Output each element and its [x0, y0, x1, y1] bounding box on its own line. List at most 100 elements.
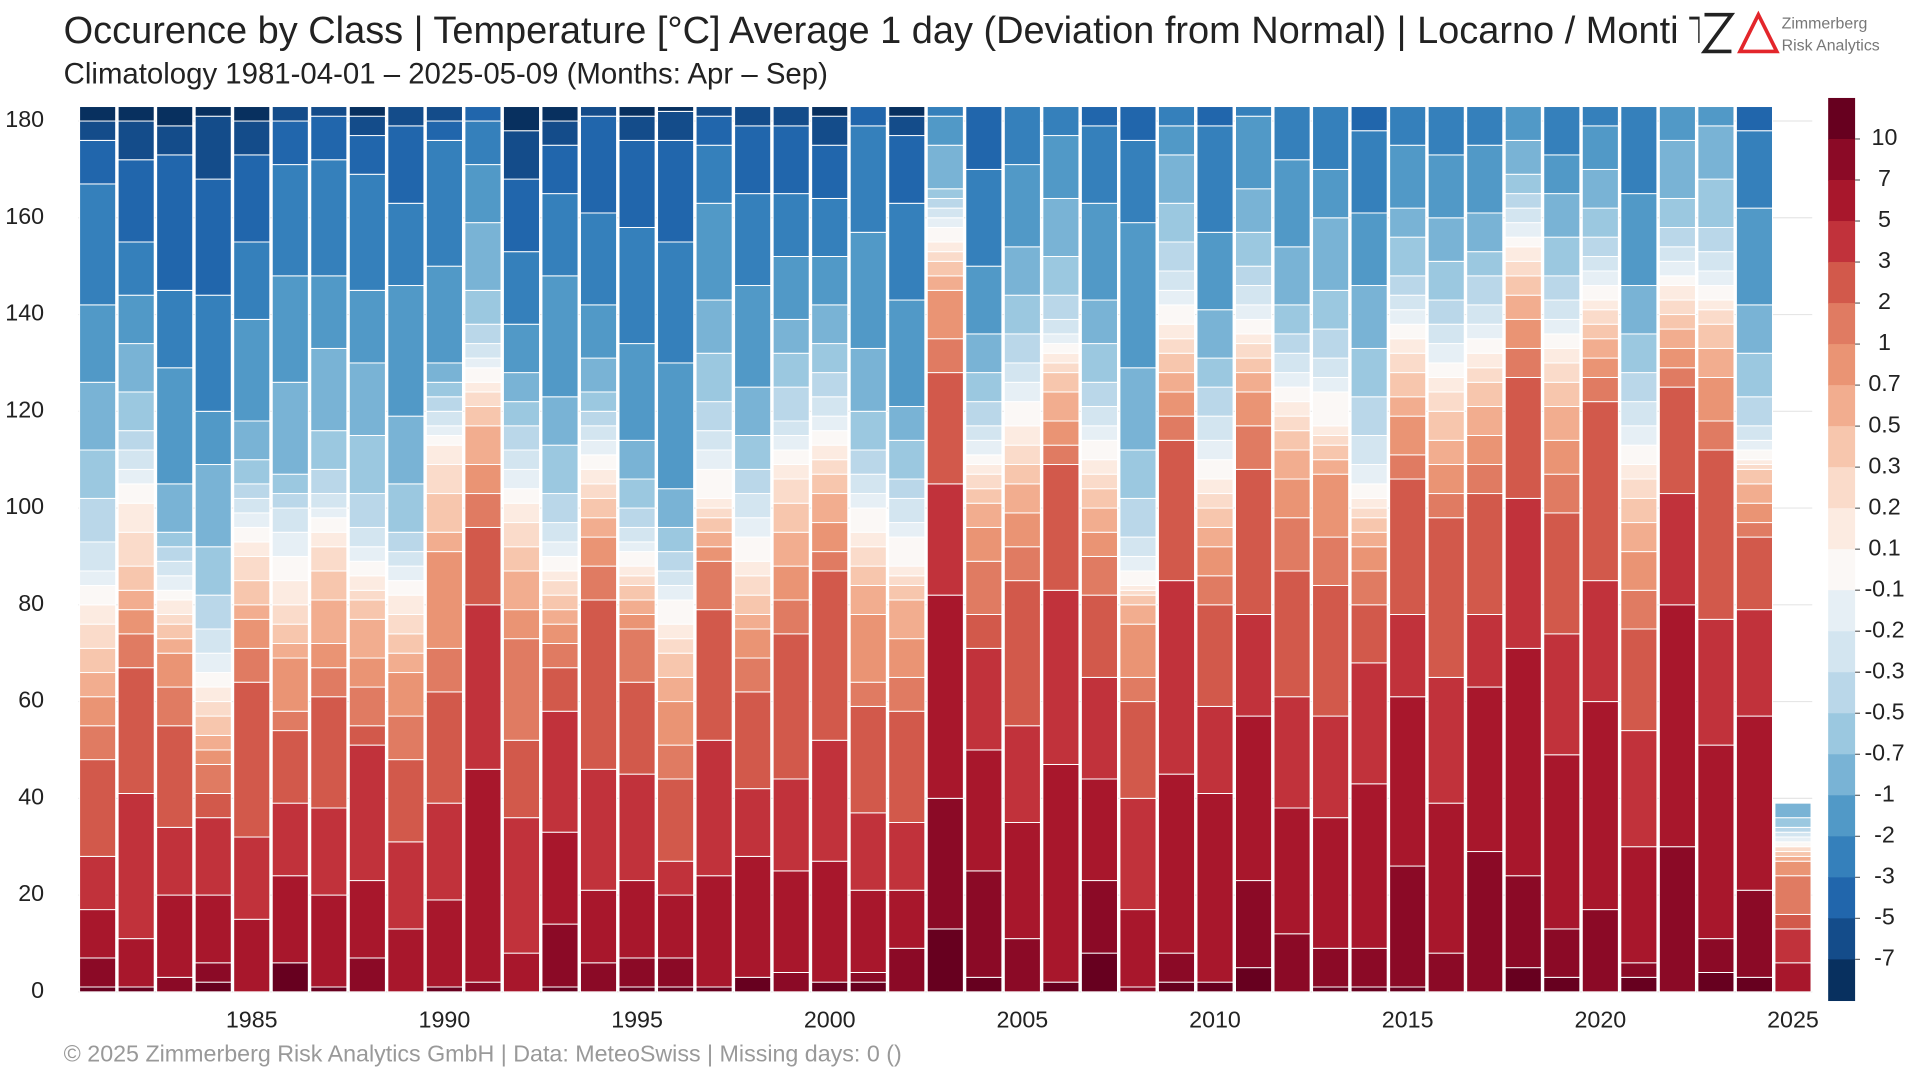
- bar-segment: [1196, 415, 1234, 441]
- bar-segment: [657, 676, 695, 703]
- bar-segment: [425, 986, 463, 993]
- bar-segment: [310, 696, 348, 809]
- bar-segment: [657, 778, 695, 862]
- bar-segment: [1620, 372, 1658, 403]
- bar-segment: [1235, 106, 1273, 117]
- bar-segment: [1697, 971, 1735, 993]
- bar-segment: [849, 812, 887, 891]
- bar-segment: [117, 294, 155, 345]
- bar-segment: [79, 183, 117, 306]
- bar-segment: [464, 164, 502, 224]
- bar-segment: [1235, 285, 1273, 306]
- bar-segment: [1080, 594, 1118, 678]
- bar-segment: [695, 507, 733, 519]
- colorbar-tick-label: 3: [1878, 247, 1891, 273]
- bar-segment: [1735, 502, 1773, 524]
- bar-segment: [580, 115, 618, 214]
- bar-segment: [1697, 285, 1735, 301]
- bar-segment: [1697, 449, 1735, 620]
- bar-segment: [1003, 333, 1041, 364]
- bar-segment: [965, 439, 1003, 456]
- bar-segment: [1119, 909, 1157, 988]
- bar-segment: [1312, 289, 1350, 330]
- bar-segment: [1543, 754, 1581, 930]
- bar-segment: [772, 478, 810, 504]
- bar-segment: [502, 372, 540, 403]
- bar-segment: [1543, 347, 1581, 364]
- bar-segment: [310, 546, 348, 572]
- bar-segment: [1235, 343, 1273, 359]
- bar-segment: [888, 115, 926, 137]
- bar-segment: [1427, 343, 1465, 364]
- bar-segment: [117, 343, 155, 393]
- bar-segment: [348, 599, 386, 620]
- bar-segment: [1774, 846, 1812, 853]
- bar-segment: [1235, 188, 1273, 233]
- bar-segment: [811, 372, 849, 398]
- bar-segment: [233, 918, 271, 993]
- bar-segment: [734, 435, 772, 470]
- colorbar-swatch: [1828, 590, 1856, 632]
- bar-segment: [888, 710, 926, 824]
- bar-segment: [888, 135, 926, 204]
- bar-segment: [348, 115, 386, 137]
- bar-segment: [695, 986, 733, 993]
- bar-segment: [1080, 381, 1118, 407]
- bar-segment: [541, 396, 579, 446]
- bar-segment: [425, 120, 463, 141]
- bar-segment: [387, 202, 425, 287]
- x-tick-label: 2000: [804, 1006, 856, 1032]
- bar-segment: [233, 106, 271, 122]
- bar-segment: [233, 497, 271, 514]
- bar-segment: [1504, 275, 1542, 296]
- bar-segment: [1350, 130, 1388, 214]
- colorbar-tick-label: 5: [1878, 206, 1891, 232]
- bar-segment: [1312, 376, 1350, 393]
- bar-segment: [1697, 270, 1735, 287]
- bar-segment: [580, 212, 618, 306]
- bar-segment: [1196, 125, 1234, 233]
- bar-segment: [194, 686, 232, 703]
- bar-segment: [194, 962, 232, 983]
- bar-segment: [194, 115, 232, 180]
- bar-segment: [1080, 676, 1118, 780]
- bar-segment: [271, 802, 309, 877]
- colorbar-tick-label: 0.1: [1868, 534, 1900, 560]
- bar-segment: [580, 304, 618, 359]
- bar-segment: [1581, 376, 1619, 403]
- colorbar-swatch: [1828, 549, 1856, 591]
- bar-segment: [464, 425, 502, 466]
- colorbar-swatch: [1828, 426, 1856, 468]
- bar-segment: [1119, 536, 1157, 557]
- bar-segment: [1504, 260, 1542, 277]
- bar-segment: [1350, 497, 1388, 509]
- bar-segment: [965, 454, 1003, 466]
- bar-segment: [156, 125, 194, 156]
- bar-segment: [156, 638, 194, 654]
- bar-segment: [541, 594, 579, 611]
- bar-segment: [1543, 275, 1581, 301]
- bar-segment: [1080, 531, 1118, 557]
- colorbar-swatch: [1828, 180, 1856, 222]
- bar-segment: [1273, 517, 1311, 572]
- bar-segment: [657, 110, 695, 141]
- bar-segment: [1581, 125, 1619, 170]
- bar-segment: [1350, 947, 1388, 988]
- bar-segment: [888, 889, 926, 949]
- bar-segment: [348, 493, 386, 528]
- bar-segment: [1581, 270, 1619, 287]
- bar-segment: [1543, 405, 1581, 441]
- bar-segment: [1774, 802, 1812, 819]
- bar-segment: [618, 575, 656, 586]
- bar-segment: [1003, 483, 1041, 514]
- bar-segment: [1042, 197, 1080, 257]
- bar-segment: [425, 425, 463, 436]
- bar-segment: [1350, 517, 1388, 533]
- bar-segment: [271, 580, 309, 606]
- bar-segment: [1119, 623, 1157, 678]
- bar-segment: [1466, 275, 1504, 306]
- bar-segment: [1658, 139, 1696, 199]
- bar-segment: [888, 822, 926, 891]
- colorbar-swatch: [1828, 918, 1856, 960]
- bar-segment: [117, 986, 155, 993]
